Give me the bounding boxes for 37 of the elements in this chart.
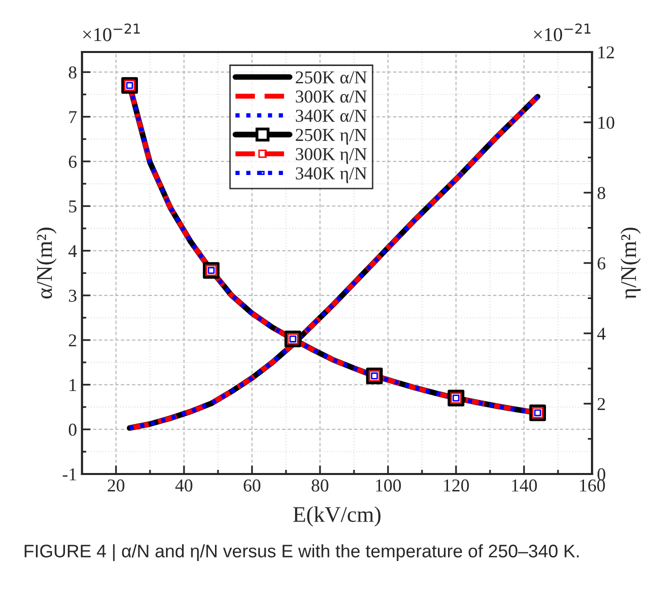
y-axis-title: α/N(m²) [36,228,57,298]
y-tick-label: 8 [68,66,76,79]
y2-tick-label: 8 [598,186,606,200]
y2-tick-label: 6 [598,257,606,270]
x-tick-label: 80 [312,479,328,492]
y-tick-label: -1 [62,468,76,480]
legend-label: 250K η/N [296,128,367,145]
legend-label: 250K α/N [296,71,367,84]
y2-axis-title: η/N(m²) [620,228,641,299]
y-tick-label: 7 [69,111,77,124]
text: ×10$^{−21}$ [534,23,590,42]
y-tick-label: 5 [69,200,76,213]
x-axis-title: E(kV/cm) [293,506,380,527]
y-tick-label: 0 [68,424,76,436]
legend-label: 300K α/N [296,90,367,103]
x-tick-label: 160 [580,479,605,492]
x-tick-label: 140 [512,479,537,492]
legend-label: 340K α/N [296,110,367,122]
caption: FIGURE 4 | α/N and η/N versus E with the temperature of 250–340 K. [24,544,579,562]
y2-tick-label: 2 [598,398,605,410]
legend-label: 340K η/N [296,167,367,184]
y-tick-label: 1 [70,379,76,391]
y-tick-label: 3 [68,290,76,302]
y2-tick-label: 0 [598,468,606,480]
y-tick-label: 6 [68,156,77,168]
y-tick-label: 2 [68,334,76,346]
y2-tick-label: 10 [598,116,614,129]
legend-label: 300K η/N [296,148,367,164]
y2-tick-label: 12 [598,46,614,58]
x-tick-label: 40 [175,479,192,492]
x-tick-label: 20 [108,479,124,492]
text: ×10$^{−21}$ [83,23,140,42]
x-tick-label: 100 [376,479,401,492]
x-tick-label: 60 [244,479,260,492]
y-tick-label: 4 [68,245,77,257]
x-tick-label: 120 [444,479,469,492]
y2-tick-label: 4 [597,328,606,340]
